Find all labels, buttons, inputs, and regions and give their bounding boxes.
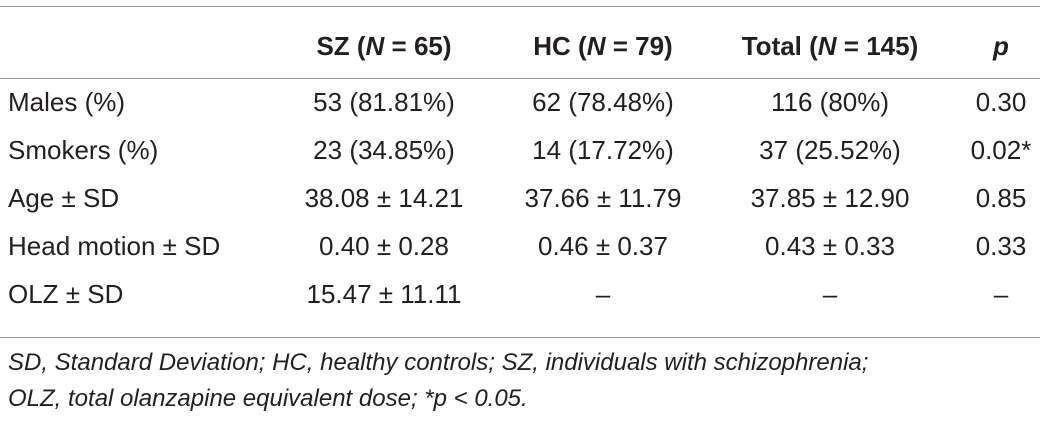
- header-cell-hc: HC (N = 79): [533, 31, 673, 61]
- cell-total: 0.43 ± 0.33: [765, 231, 895, 261]
- table-top-rule: [0, 6, 1040, 7]
- row-label: OLZ ± SD: [8, 279, 124, 309]
- table-header-row: SZ (N = 65) HC (N = 79) Total (N = 145) …: [0, 14, 1040, 78]
- cell-sz: 15.47 ± 11.11: [306, 279, 462, 309]
- table-row: OLZ ± SD 15.47 ± 11.11 – – –: [0, 270, 1040, 318]
- table-header-rule: [0, 78, 1040, 79]
- table-row: Smokers (%) 23 (34.85%) 14 (17.72%) 37 (…: [0, 126, 1040, 174]
- row-label: Males (%): [8, 87, 126, 117]
- cell-sz: 38.08 ± 14.21: [304, 183, 464, 213]
- row-label: Smokers (%): [8, 135, 159, 165]
- cell-sz: 0.40 ± 0.28: [319, 231, 449, 261]
- table-bottom-rule: [0, 337, 1040, 338]
- row-label: Head motion ± SD: [8, 231, 221, 261]
- cell-hc: –: [595, 279, 611, 309]
- cell-total: 37.85 ± 12.90: [750, 183, 910, 213]
- table-row: Males (%) 53 (81.81%) 62 (78.48%) 116 (8…: [0, 78, 1040, 126]
- row-label: Age ± SD: [8, 183, 120, 213]
- cell-sz: 23 (34.85%): [313, 135, 455, 165]
- footnote-line: SD, Standard Deviation; HC, healthy cont…: [8, 349, 869, 376]
- cell-hc: 14 (17.72%): [532, 135, 674, 165]
- cell-sz: 53 (81.81%): [313, 87, 455, 117]
- cell-p: 0.33: [975, 231, 1027, 261]
- cell-hc: 62 (78.48%): [532, 87, 674, 117]
- cell-p: 0.85: [975, 183, 1027, 213]
- footnote-line: OLZ, total olanzapine equivalent dose; *…: [8, 385, 528, 412]
- table-row: Age ± SD 38.08 ± 14.21 37.66 ± 11.79 37.…: [0, 174, 1040, 222]
- cell-total: 37 (25.52%): [759, 135, 901, 165]
- demographics-table: SZ (N = 65) HC (N = 79) Total (N = 145) …: [0, 14, 1040, 318]
- cell-hc: 0.46 ± 0.37: [538, 231, 668, 261]
- header-cell-p: p: [993, 31, 1009, 61]
- cell-hc: 37.66 ± 11.79: [524, 183, 682, 213]
- cell-p: 0.30: [975, 87, 1027, 117]
- cell-total: 116 (80%): [770, 87, 890, 117]
- table-footnote: SD, Standard Deviation; HC, healthy cont…: [8, 345, 1034, 417]
- cell-p: 0.02*: [970, 135, 1032, 165]
- header-cell-total: Total (N = 145): [741, 31, 919, 61]
- cell-total: –: [822, 279, 838, 309]
- header-cell-variable: [0, 14, 268, 78]
- header-cell-sz: SZ (N = 65): [316, 31, 452, 61]
- cell-p: –: [993, 279, 1009, 309]
- table-row: Head motion ± SD 0.40 ± 0.28 0.46 ± 0.37…: [0, 222, 1040, 270]
